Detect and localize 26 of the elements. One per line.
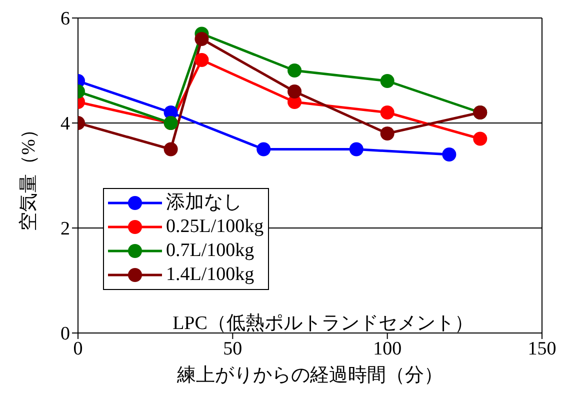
point — [288, 64, 302, 78]
point — [256, 142, 271, 156]
point — [473, 132, 488, 146]
point — [194, 53, 209, 67]
point — [349, 142, 364, 156]
x-axis-title: 練上がりからの経過時間（分） — [176, 365, 443, 386]
legend-label: 1.4L/100kg — [166, 263, 254, 287]
point — [194, 32, 209, 46]
point — [164, 142, 178, 156]
annotation: LPC（低熱ポルトランドセメント） — [172, 312, 474, 336]
point — [380, 126, 394, 140]
y-tick-label: 0 — [60, 324, 70, 345]
x-tick-label: 100 — [373, 338, 402, 360]
y-axis-title: 空気量（%） — [18, 120, 40, 231]
legend-label: 0.7L/100kg — [166, 239, 254, 263]
y-tick-label: 2 — [60, 218, 70, 240]
y-tick-label: 4 — [60, 114, 70, 135]
y-tick-label: 6 — [60, 8, 70, 30]
legend-label: 添加なし — [166, 191, 242, 215]
legend-label: 0.25L/100kg — [166, 215, 264, 239]
x-tick-label: 150 — [528, 338, 556, 360]
point — [288, 84, 302, 98]
point — [380, 106, 394, 120]
point — [442, 148, 456, 162]
point — [380, 74, 394, 88]
x-tick-label: 50 — [223, 338, 242, 360]
